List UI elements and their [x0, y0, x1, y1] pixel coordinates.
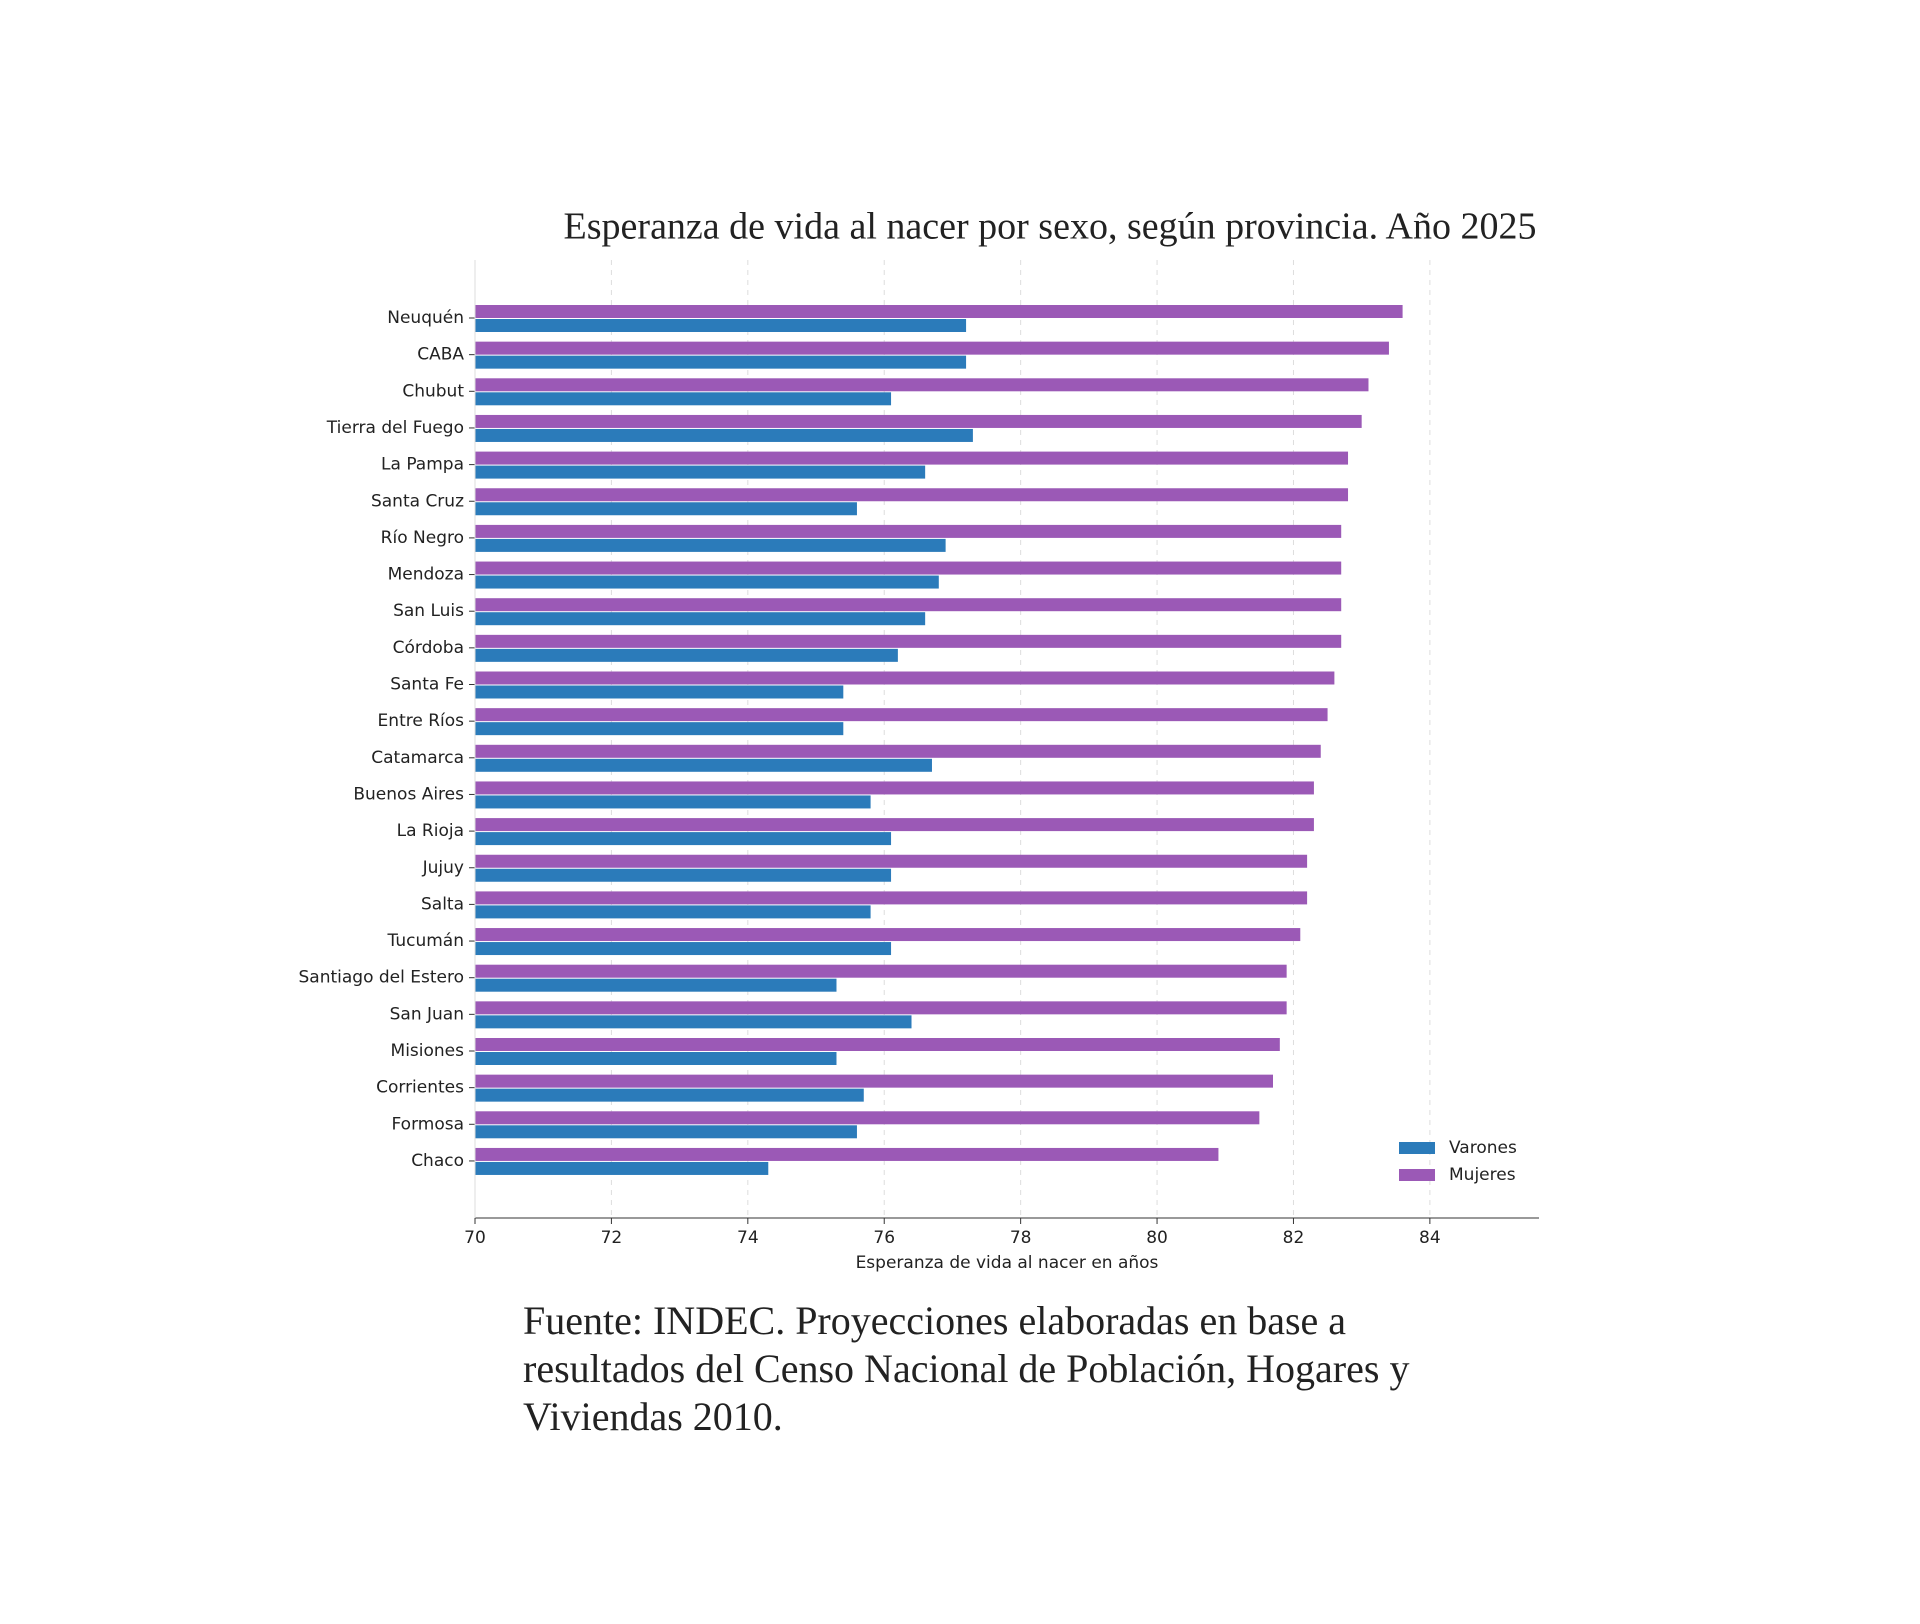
bar: [475, 598, 1342, 612]
bar: [475, 414, 1362, 428]
y-tick-label: Neuquén: [387, 308, 464, 328]
y-tick-label: CABA: [417, 345, 464, 365]
bar: [475, 891, 1308, 905]
bar: [475, 451, 1349, 465]
y-tick-label: La Pampa: [381, 455, 464, 475]
bar: [475, 978, 837, 992]
chart-title: Esperanza de vida al nacer por sexo, seg…: [564, 206, 1537, 248]
x-tick-label: 74: [737, 1228, 759, 1248]
y-tick-label: Entre Ríos: [378, 711, 465, 731]
x-tick-label: 72: [601, 1228, 623, 1248]
legend-swatch: [1399, 1169, 1435, 1181]
bar: [475, 832, 892, 846]
bar: [475, 305, 1403, 318]
bar: [475, 942, 892, 956]
y-tick-label: Buenos Aires: [353, 784, 464, 804]
bar: [475, 538, 946, 552]
bar: [475, 854, 1308, 868]
x-tick-label: 76: [873, 1228, 895, 1248]
bar: [475, 561, 1342, 575]
x-axis-label: Esperanza de vida al nacer en años: [856, 1253, 1159, 1273]
y-tick-label: Misiones: [391, 1041, 465, 1061]
bar: [475, 392, 892, 406]
bar: [475, 1088, 864, 1102]
bar: [475, 355, 967, 369]
y-tick-label: Tierra del Fuego: [326, 418, 464, 438]
legend-swatch: [1399, 1142, 1435, 1154]
bar: [475, 671, 1335, 685]
bar: [475, 465, 926, 479]
bar: [475, 1161, 769, 1175]
x-tick-label: 82: [1283, 1228, 1305, 1248]
legend-label: Varones: [1449, 1138, 1517, 1158]
bar: [475, 502, 857, 516]
bar: [475, 648, 898, 662]
source-note: resultados del Censo Nacional de Poblaci…: [523, 1346, 1409, 1391]
bar: [475, 1074, 1273, 1088]
bar: [475, 722, 844, 736]
bar: [475, 524, 1342, 538]
source-note: Fuente: INDEC. Proyecciones elaboradas e…: [523, 1298, 1346, 1343]
bar: [475, 1111, 1260, 1125]
y-tick-label: La Rioja: [397, 821, 464, 841]
y-tick-label: Mendoza: [388, 565, 464, 585]
x-tick-label: 70: [464, 1228, 486, 1248]
bar: [475, 744, 1321, 758]
bar: [475, 1038, 1280, 1051]
y-tick-label: Tucumán: [387, 931, 464, 951]
bar: [475, 1001, 1287, 1015]
bar: [475, 781, 1314, 795]
y-tick-label: Corrientes: [376, 1078, 464, 1098]
bar: [475, 795, 871, 809]
bar: [475, 612, 926, 626]
y-tick-label: Chubut: [402, 381, 464, 401]
y-tick-label: Córdoba: [393, 638, 464, 658]
legend-label: Mujeres: [1449, 1165, 1516, 1185]
bar: [475, 341, 1389, 355]
y-tick-label: Jujuy: [422, 858, 464, 878]
y-tick-label: Chaco: [411, 1151, 464, 1171]
y-tick-label: Formosa: [392, 1114, 465, 1134]
bar: [475, 428, 973, 442]
bar: [475, 758, 932, 772]
bar: [475, 1147, 1219, 1161]
bar: [475, 1015, 912, 1029]
bar: [475, 928, 1301, 942]
y-tick-label: Santa Cruz: [371, 491, 464, 511]
bar: [475, 708, 1328, 722]
bar: [475, 575, 939, 589]
y-tick-label: Salta: [421, 894, 464, 914]
y-tick-label: Catamarca: [371, 748, 464, 768]
y-tick-label: Río Negro: [381, 528, 464, 548]
y-tick-label: Santa Fe: [390, 675, 464, 695]
bar: [475, 488, 1349, 502]
bar: [475, 964, 1287, 978]
bar: [475, 818, 1314, 832]
bar: [475, 905, 871, 919]
bar: [475, 378, 1369, 392]
x-tick-label: 78: [1010, 1228, 1032, 1248]
x-tick-label: 84: [1419, 1228, 1441, 1248]
bar: [475, 868, 892, 882]
x-tick-label: 80: [1146, 1228, 1168, 1248]
bar: [475, 685, 844, 699]
source-note: Viviendas 2010.: [523, 1394, 783, 1439]
y-tick-label: Santiago del Estero: [298, 968, 464, 988]
y-tick-label: San Luis: [393, 601, 464, 621]
bar: [475, 1125, 857, 1139]
y-tick-label: San Juan: [390, 1004, 464, 1024]
bar: [475, 319, 967, 332]
bar: [475, 634, 1342, 648]
bar: [475, 1052, 837, 1065]
